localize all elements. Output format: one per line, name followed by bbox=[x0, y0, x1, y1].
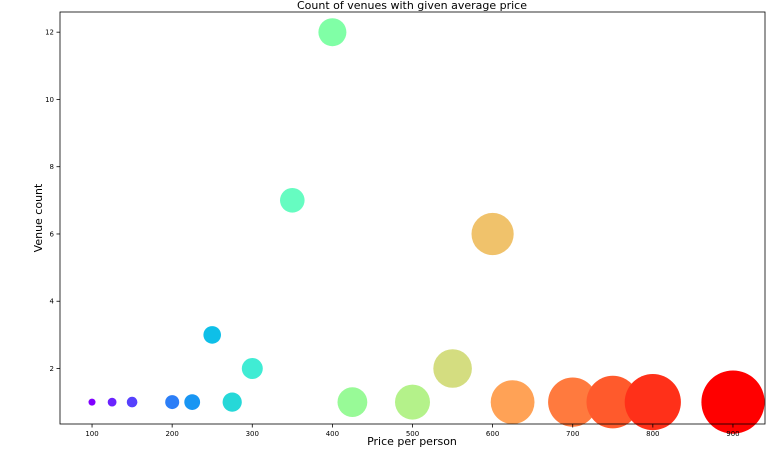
chart-title: Count of venues with given average price bbox=[297, 0, 527, 12]
data-point-1 bbox=[107, 397, 117, 407]
data-point-7 bbox=[241, 358, 263, 379]
data-point-10 bbox=[337, 387, 368, 417]
data-point-13 bbox=[471, 212, 514, 256]
data-point-9 bbox=[318, 18, 347, 47]
y-tick-label: 8 bbox=[50, 163, 54, 171]
x-tick-label: 900 bbox=[726, 430, 739, 438]
data-point-8 bbox=[280, 188, 305, 213]
x-tick-label: 700 bbox=[566, 430, 579, 438]
x-tick-label: 800 bbox=[646, 430, 659, 438]
data-point-3 bbox=[165, 395, 180, 410]
plot-frame bbox=[59, 11, 766, 425]
x-tick-label: 100 bbox=[85, 430, 98, 438]
y-tick-label: 12 bbox=[45, 29, 54, 37]
y-axis-ticks: 2 4 6 8 10 12 bbox=[45, 29, 60, 373]
data-point-11 bbox=[395, 384, 430, 420]
data-point-14 bbox=[490, 380, 535, 424]
x-tick-label: 500 bbox=[406, 430, 419, 438]
data-point-4 bbox=[184, 394, 201, 410]
y-tick-label: 6 bbox=[50, 230, 55, 238]
data-point-15 bbox=[548, 377, 598, 427]
data-point-12 bbox=[433, 349, 472, 388]
y-tick-label: 4 bbox=[50, 298, 55, 306]
data-point-2 bbox=[126, 396, 138, 408]
x-axis-label: Price per person bbox=[367, 435, 457, 448]
points-layer bbox=[88, 18, 765, 434]
data-point-5 bbox=[203, 326, 221, 344]
y-tick-label: 2 bbox=[50, 365, 54, 373]
data-point-18 bbox=[701, 370, 765, 434]
data-point-17 bbox=[624, 374, 681, 431]
x-axis-ticks: 100 200 300 400 500 600 700 800 900 bbox=[85, 424, 740, 438]
y-tick-label: 10 bbox=[45, 96, 54, 104]
data-point-6 bbox=[222, 392, 242, 412]
x-tick-label: 200 bbox=[165, 430, 178, 438]
data-point-16 bbox=[586, 375, 640, 429]
x-tick-label: 600 bbox=[486, 430, 499, 438]
y-axis-label: Venue count bbox=[32, 183, 45, 252]
x-tick-label: 300 bbox=[246, 430, 259, 438]
data-point-0 bbox=[88, 398, 96, 406]
x-tick-label: 400 bbox=[326, 430, 339, 438]
